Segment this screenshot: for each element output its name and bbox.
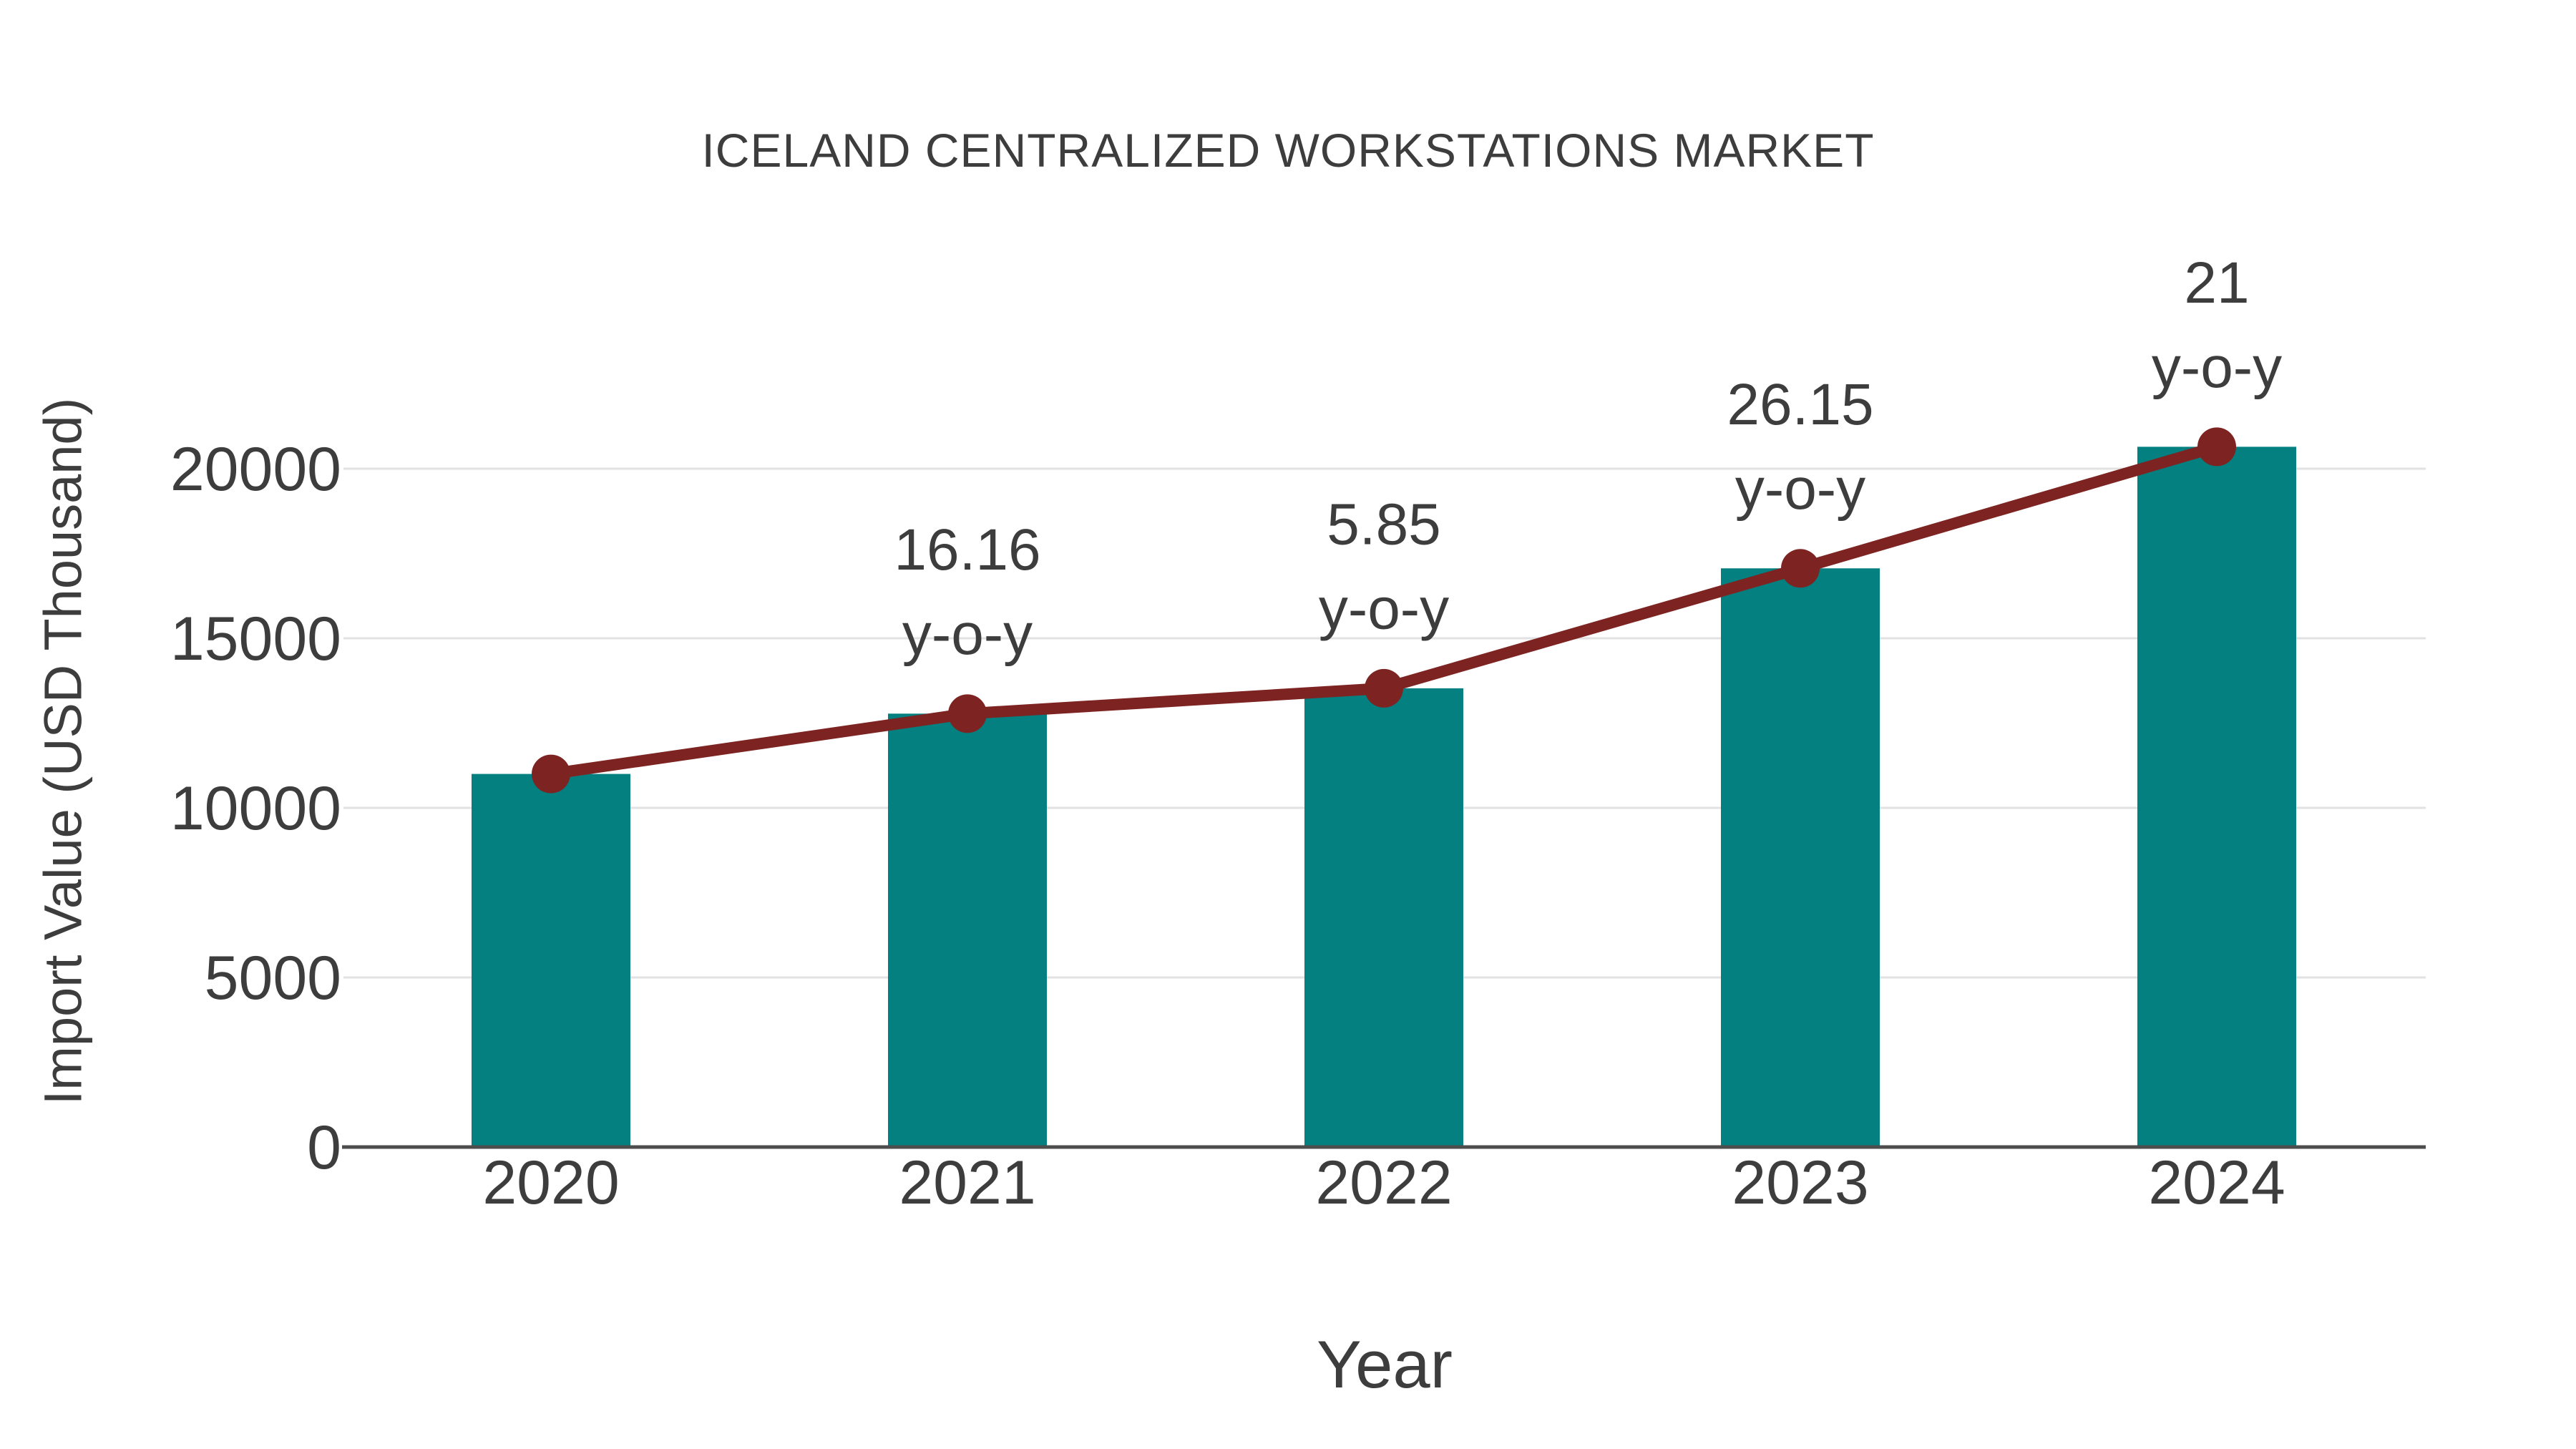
trend-marker-2022	[1365, 668, 1403, 708]
chart-title: ICELAND CENTRALIZED WORKSTATIONS MARKET	[701, 124, 1875, 177]
x-tick-label-2020: 2020	[482, 1148, 619, 1217]
annotation-2024-yoy: y-o-y	[2152, 335, 2282, 400]
x-axis-label: Year	[1317, 1327, 1453, 1402]
annotation-2021-value: 16.16	[894, 517, 1040, 582]
annotation-2021-yoy: y-o-y	[902, 602, 1033, 667]
x-tick-label-2021: 2021	[899, 1148, 1035, 1217]
annotation-2022-value: 5.85	[1327, 492, 1441, 557]
trend-marker-2020	[532, 754, 570, 794]
y-tick-label-10000: 10000	[170, 774, 341, 843]
x-tick-label-2023: 2023	[1732, 1148, 1868, 1217]
annotation-2024-value: 21	[2184, 250, 2249, 316]
y-tick-label-0: 0	[307, 1113, 341, 1182]
bar-2024	[2137, 447, 2296, 1147]
y-tick-label-15000: 15000	[170, 605, 341, 673]
annotation-2023-value: 26.15	[1727, 372, 1873, 437]
y-tick-label-5000: 5000	[205, 944, 341, 1013]
trend-marker-2023	[1781, 549, 1820, 588]
bar-2020	[472, 774, 630, 1147]
bar-2021	[888, 713, 1047, 1147]
y-tick-label-20000: 20000	[170, 435, 341, 504]
trend-marker-2024	[2197, 427, 2236, 467]
annotation-2023-yoy: y-o-y	[1735, 457, 1865, 522]
annotation-2022-yoy: y-o-y	[1319, 577, 1449, 642]
x-tick-label-2024: 2024	[2148, 1148, 2285, 1217]
bar-2022	[1304, 688, 1463, 1147]
bar-2023	[1721, 568, 1880, 1147]
x-tick-label-2022: 2022	[1315, 1148, 1452, 1217]
trend-marker-2021	[948, 694, 987, 733]
